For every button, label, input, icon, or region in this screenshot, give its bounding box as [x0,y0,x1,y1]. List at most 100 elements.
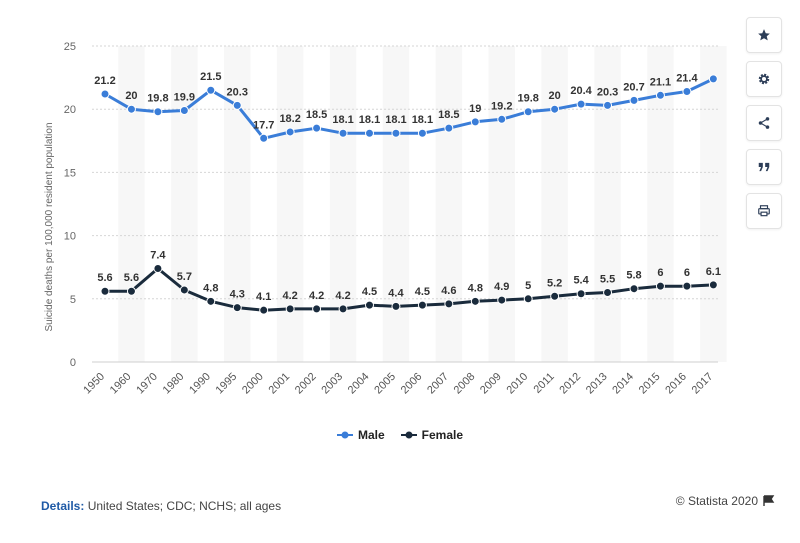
column-band [329,46,357,362]
settings-button[interactable] [746,61,782,97]
data-point[interactable] [285,127,295,137]
data-label: 18.1 [359,114,380,126]
legend-item-female[interactable]: Female [400,428,463,442]
data-point[interactable] [391,301,401,311]
column-band [382,46,410,362]
series-points [100,74,718,315]
data-point[interactable] [603,287,613,297]
data-point[interactable] [576,289,586,299]
data-point[interactable] [312,304,322,314]
data-point[interactable] [365,128,374,138]
data-point[interactable] [655,90,665,100]
data-point[interactable] [655,281,665,291]
x-tick-label: 2012 [557,371,583,397]
column-band [276,46,304,362]
y-tick-label: 15 [64,167,76,179]
data-point[interactable] [126,286,136,296]
quote-icon [758,162,770,172]
data-point[interactable] [100,286,110,296]
data-label: 20.3 [597,86,618,98]
footer-credit: © Statista 2020 [676,494,775,508]
y-tick-label: 10 [64,231,76,243]
y-axis-ticks: 0 5 10 15 20 25 [64,41,76,369]
data-point[interactable] [179,105,189,115]
y-tick-label: 20 [64,104,76,116]
cite-button[interactable] [746,149,782,185]
data-point[interactable] [444,123,454,133]
statista-credit[interactable]: © Statista 2020 [675,494,758,508]
data-label: 4.4 [388,287,404,299]
data-point[interactable] [338,304,348,314]
data-point[interactable] [417,300,427,310]
data-label: 6 [684,267,690,279]
footer-details: Details: United States; CDC; NCHS; all a… [41,499,281,513]
data-point[interactable] [232,303,242,313]
y-axis-label: Suicide deaths per 100,000 resident popu… [44,122,55,331]
data-point[interactable] [523,107,533,117]
gear-icon [758,73,770,85]
data-point[interactable] [603,100,613,110]
data-label: 19.8 [517,93,538,105]
star-icon [758,29,770,41]
data-point[interactable] [153,107,163,117]
data-label: 5.7 [177,271,192,283]
data-point[interactable] [708,280,718,290]
legend-label-male: Male [357,428,385,442]
data-point[interactable] [470,117,480,127]
data-point[interactable] [365,300,374,310]
data-point[interactable] [232,100,242,110]
data-point[interactable] [126,104,136,114]
data-label: 20.7 [623,81,644,93]
data-label: 21.4 [676,73,698,85]
data-point[interactable] [682,281,692,291]
data-label: 18.1 [332,114,353,126]
data-point[interactable] [497,295,507,305]
data-point[interactable] [550,104,560,114]
data-point[interactable] [629,284,639,294]
data-point[interactable] [206,85,216,95]
data-label: 19 [469,103,481,115]
legend-item-male[interactable]: Male [336,428,385,442]
data-label: 4.3 [230,289,245,301]
x-axis-ticks: 1950 1960 1970 1980 1990 1995 2000 2001 2002 2003… [81,371,715,397]
data-point[interactable] [550,291,560,301]
data-point[interactable] [259,305,269,315]
data-point[interactable] [444,299,454,309]
data-point[interactable] [285,304,295,314]
column-band [700,46,727,362]
details-label[interactable]: Details: [41,499,85,513]
data-point[interactable] [338,128,348,138]
data-point[interactable] [523,294,533,304]
data-label: 4.9 [494,281,509,293]
data-point[interactable] [179,285,189,295]
data-label: 4.8 [468,282,483,294]
data-point[interactable] [708,74,718,84]
legend-marker-female [400,431,417,439]
data-point[interactable] [629,95,639,105]
x-tick-label: 1960 [108,371,134,397]
data-point[interactable] [206,296,216,306]
data-point[interactable] [153,263,163,273]
data-point[interactable] [470,296,480,306]
x-tick-label: 2010 [505,371,531,397]
data-point[interactable] [576,99,586,109]
flag-icon[interactable] [763,495,775,507]
x-tick-label: 2006 [399,371,425,397]
data-point[interactable] [312,123,322,133]
data-label: 4.1 [256,291,271,303]
data-point[interactable] [417,128,427,138]
data-point[interactable] [100,89,110,99]
data-point[interactable] [259,133,269,143]
x-tick-label: 2002 [293,371,319,397]
details-text: United States; CDC; NCHS; all ages [87,499,282,513]
data-point[interactable] [682,87,692,97]
data-point[interactable] [497,114,507,124]
legend-marker-male [336,431,353,439]
print-button[interactable] [746,193,782,229]
favorite-button[interactable] [746,17,782,53]
x-tick-label: 1950 [81,371,107,397]
data-point[interactable] [391,128,401,138]
x-tick-label: 2011 [532,371,557,396]
share-button[interactable] [746,105,782,141]
